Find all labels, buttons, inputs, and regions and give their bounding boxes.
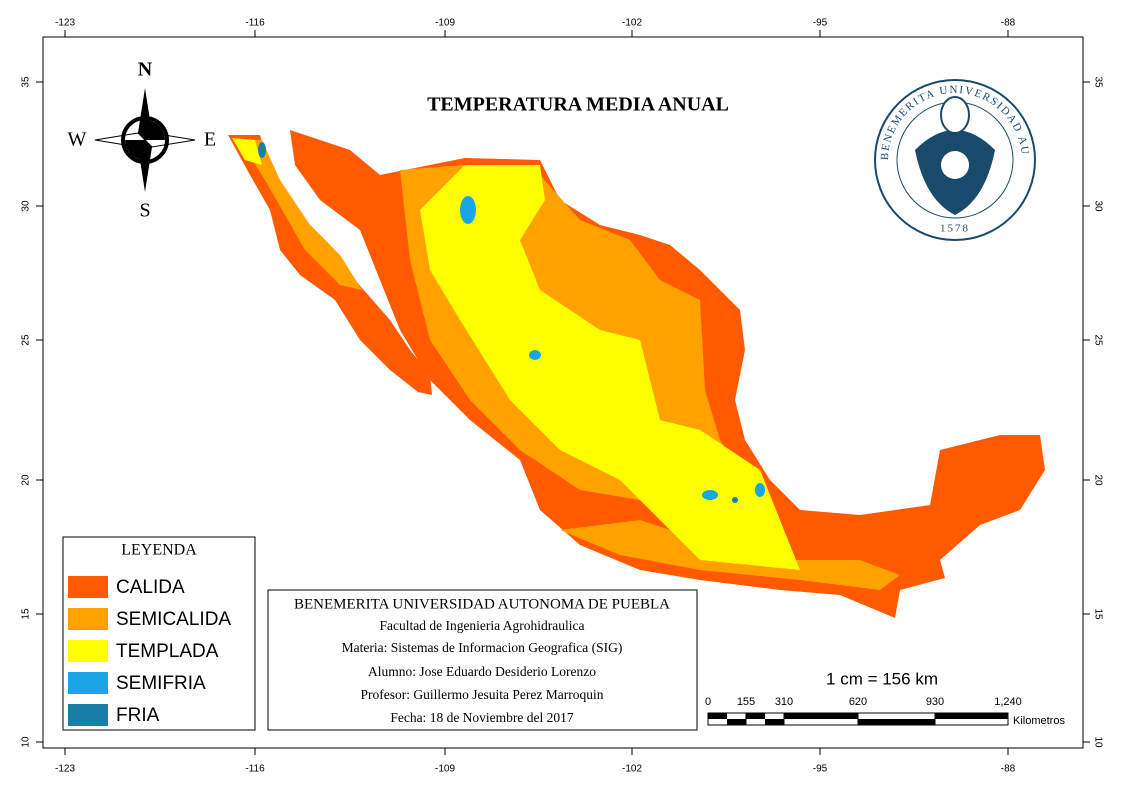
lon-label-bottom: -102 <box>622 764 642 775</box>
info-line: Facultad de Ingenieria Agrohidraulica <box>379 618 584 633</box>
lon-label-top: -88 <box>1001 18 1016 29</box>
lat-label-left: 10 <box>21 736 32 748</box>
lon-label-bottom: -88 <box>1001 764 1016 775</box>
logo-year: 1578 <box>940 223 970 235</box>
lat-label-right: 25 <box>1092 334 1103 346</box>
lat-label-left: 30 <box>21 200 32 212</box>
zone-semifria <box>460 196 476 224</box>
scale-tick-label: 0 <box>705 696 711 708</box>
scale-segment <box>934 712 1009 726</box>
compass-east: E <box>204 129 216 151</box>
lat-label-right: 10 <box>1092 736 1103 748</box>
university-logo <box>874 79 1036 241</box>
legend-swatch <box>68 576 108 598</box>
map-title: TEMPERATURA MEDIA ANUAL <box>427 94 729 116</box>
lon-label-bottom: -123 <box>55 764 75 775</box>
zone-semifria <box>755 483 765 497</box>
lon-label-top: -123 <box>55 18 75 29</box>
lat-label-left: 35 <box>21 76 32 88</box>
zone-fria <box>732 497 738 503</box>
scale-tick-label: 310 <box>775 696 793 708</box>
legend-box <box>62 536 256 731</box>
scale-tick-label: 620 <box>849 696 867 708</box>
scale-ratio: 1 cm = 156 km <box>826 669 938 688</box>
north-arrow <box>94 88 196 192</box>
scale-segment <box>784 713 858 719</box>
info-line: Profesor: Guillermo Jesuita Perez Marroq… <box>361 687 604 702</box>
graticule: -123 -123 -116 -116 -109 -109 -102 -102 -95 -95 -8… <box>21 18 1104 775</box>
lon-label-bottom: -95 <box>813 764 828 775</box>
scale-segment <box>935 713 1008 719</box>
info-line: Alumno: Jose Eduardo Desiderio Lorenzo <box>368 664 596 679</box>
lon-label-top: -116 <box>245 18 265 29</box>
info-box <box>267 589 698 731</box>
zone-templada <box>232 138 262 165</box>
scale-segment <box>727 719 746 725</box>
scale-segment <box>858 719 935 725</box>
info-lines: BENEMERITA UNIVERSIDAD AUTONOMA DE PUEBL… <box>294 596 670 725</box>
scale-tick-label: 155 <box>737 696 755 708</box>
info-line: Fecha: 18 de Noviembre del 2017 <box>390 710 574 725</box>
legend-swatch <box>68 704 108 726</box>
legend-label: FRIA <box>116 705 160 726</box>
compass-south: S <box>139 200 150 222</box>
zone-templada <box>420 165 800 570</box>
zone-semicalida <box>240 140 362 290</box>
scale-tick-label: 930 <box>926 696 944 708</box>
scale-segment <box>765 719 784 725</box>
legend-label: TEMPLADA <box>116 641 219 662</box>
info-line: Materia: Sistemas de Informacion Geograf… <box>342 640 623 655</box>
lat-label-left: 15 <box>21 608 32 620</box>
scale-segment <box>708 713 727 719</box>
legend-items: CALIDA SEMICALIDA TEMPLADA SEMIFRIA FRIA <box>68 576 231 726</box>
zone-fria <box>258 142 266 158</box>
info-line: BENEMERITA UNIVERSIDAD AUTONOMA DE PUEBL… <box>294 596 670 612</box>
mexico-map <box>228 130 1045 618</box>
lon-label-top: -102 <box>622 18 642 29</box>
legend-swatch <box>68 672 108 694</box>
lon-label-top: -95 <box>813 18 828 29</box>
legend-label: SEMIFRIA <box>116 673 206 694</box>
lat-label-left: 25 <box>21 334 32 346</box>
legend-swatch <box>68 640 108 662</box>
legend-label: SEMICALIDA <box>116 609 231 630</box>
scale-tick-label: 1,240 <box>994 696 1022 708</box>
zone-semifria <box>529 350 541 360</box>
legend-label: CALIDA <box>116 577 185 598</box>
lon-label-top: -109 <box>435 18 455 29</box>
scale-bar: 0 155 310 620 930 1,240 <box>705 696 1022 726</box>
lat-label-right: 15 <box>1092 608 1103 620</box>
lon-label-bottom: -116 <box>245 764 265 775</box>
lat-label-right: 35 <box>1092 76 1103 88</box>
lon-label-bottom: -109 <box>435 764 455 775</box>
zone-semifria <box>702 490 718 500</box>
legend-title: LEYENDA <box>121 542 197 559</box>
compass-west: W <box>68 129 87 151</box>
lat-label-right: 30 <box>1092 200 1103 212</box>
compass-north: N <box>138 59 153 81</box>
scale-unit: Kilometros <box>1013 715 1065 727</box>
lat-label-left: 20 <box>21 474 32 486</box>
lat-label-right: 20 <box>1092 474 1103 486</box>
scale-segment <box>746 713 765 719</box>
legend-swatch <box>68 608 108 630</box>
